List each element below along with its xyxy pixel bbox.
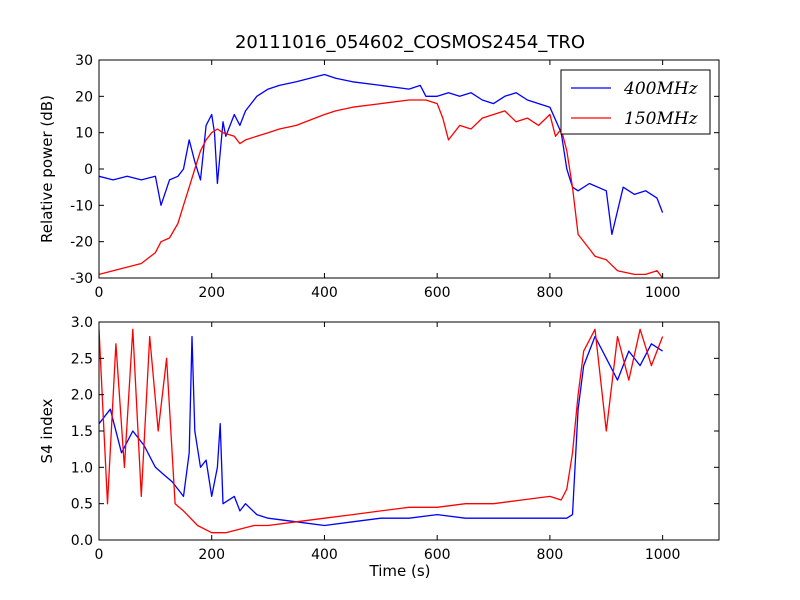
bottom-x-tick-label: 1000 [645,547,681,563]
legend-box [560,69,711,135]
legend: 400MHz 150MHz [560,69,711,135]
top-panel: 0 200 400 600 800 1000 -30 -20 -10 0 10 20 30 Relativ… [38,53,720,301]
top-y-tick-label: -30 [70,271,93,287]
top-y-axis-title: Relative power (dB) [38,95,56,243]
legend-label-150mhz: 150MHz [624,109,699,129]
top-y-tick-label: -20 [70,235,93,251]
top-x-tick-label: 0 [95,285,104,301]
bottom-panel: 0 200 400 600 800 1000 0.0 0.5 1.0 1.5 2.0 2.5 3.0 S4… [38,315,720,580]
top-y-tick-label: 10 [75,126,93,142]
figure-title: 20111016_054602_COSMOS2454_TRO [235,32,585,53]
bottom-y-axis-title: S4 index [38,398,56,463]
top-x-tick-label: 600 [424,285,451,301]
top-x-tick-label: 800 [537,285,564,301]
bottom-y-tick-label: 2.0 [71,388,93,404]
top-y-tick-label: 20 [75,89,93,105]
bottom-x-tick-label: 600 [424,547,451,563]
bottom-y-tick-label: 1.5 [71,424,93,440]
bottom-series-group [99,328,664,534]
bottom-x-tick-label: 400 [311,547,338,563]
bottom-y-tick-label: 1.0 [71,460,93,476]
bottom-y-tick-label: 0.5 [71,497,93,513]
top-series-line-150mhz [99,99,664,278]
top-x-tick-label: 400 [311,285,338,301]
bottom-x-tick-label: 800 [537,547,564,563]
bottom-series-line-400mhz [99,335,663,527]
bottom-y-tick-label: 3.0 [71,315,93,331]
top-y-tick-label: 0 [84,162,93,178]
top-x-tick-label: 1000 [645,285,681,301]
top-x-tick-label: 200 [198,285,225,301]
bottom-y-tick-label: 2.5 [71,351,93,367]
bottom-x-axis-title: Time (s) [369,562,431,580]
top-series-group [99,73,664,278]
bottom-series-line-150mhz [99,328,664,534]
bottom-x-tick-label: 200 [198,547,225,563]
legend-label-400mhz: 400MHz [623,79,699,99]
top-y-tick-label: 30 [75,53,93,69]
bottom-x-tick-label: 0 [95,547,104,563]
bottom-y-tick-label: 0.0 [71,533,93,549]
top-y-tick-label: -10 [70,198,93,214]
